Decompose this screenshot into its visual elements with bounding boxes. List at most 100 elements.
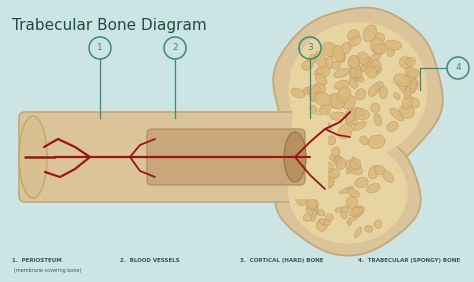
Ellipse shape (353, 164, 361, 171)
Ellipse shape (368, 135, 385, 149)
Ellipse shape (346, 110, 356, 124)
Ellipse shape (327, 169, 340, 178)
Ellipse shape (349, 164, 363, 175)
Ellipse shape (371, 38, 384, 55)
Ellipse shape (331, 61, 340, 69)
Ellipse shape (307, 85, 320, 93)
Ellipse shape (374, 220, 382, 228)
Ellipse shape (346, 166, 352, 174)
Ellipse shape (316, 219, 327, 232)
Ellipse shape (326, 56, 333, 69)
Ellipse shape (301, 60, 313, 70)
Ellipse shape (300, 179, 306, 193)
Ellipse shape (323, 171, 335, 187)
Ellipse shape (349, 78, 357, 88)
Text: 2: 2 (172, 43, 178, 52)
Ellipse shape (348, 56, 360, 69)
Ellipse shape (360, 136, 368, 145)
Ellipse shape (329, 93, 345, 109)
Ellipse shape (338, 51, 345, 63)
Text: 4: 4 (455, 63, 461, 72)
Ellipse shape (363, 25, 376, 42)
Ellipse shape (368, 165, 379, 179)
Ellipse shape (313, 165, 327, 173)
Ellipse shape (327, 136, 336, 145)
Ellipse shape (348, 66, 362, 81)
Ellipse shape (352, 157, 358, 170)
Ellipse shape (374, 82, 384, 90)
Ellipse shape (363, 57, 372, 68)
Ellipse shape (352, 109, 370, 120)
Ellipse shape (317, 210, 325, 216)
Ellipse shape (310, 90, 319, 102)
Ellipse shape (306, 205, 319, 216)
Ellipse shape (367, 54, 381, 63)
Ellipse shape (304, 177, 315, 185)
Ellipse shape (320, 106, 328, 113)
Ellipse shape (318, 121, 331, 133)
Ellipse shape (313, 114, 322, 125)
Ellipse shape (320, 123, 329, 133)
Ellipse shape (405, 57, 415, 67)
Ellipse shape (284, 132, 306, 182)
Ellipse shape (295, 192, 306, 206)
Ellipse shape (350, 159, 361, 169)
Ellipse shape (324, 219, 330, 225)
Ellipse shape (399, 105, 415, 118)
Ellipse shape (315, 51, 327, 68)
Ellipse shape (349, 207, 363, 216)
Ellipse shape (337, 87, 351, 103)
Ellipse shape (374, 166, 385, 175)
Ellipse shape (341, 42, 351, 54)
Ellipse shape (373, 44, 387, 54)
Ellipse shape (305, 172, 312, 182)
Ellipse shape (351, 65, 362, 78)
Text: Trabecular Bone Diagram: Trabecular Bone Diagram (12, 18, 207, 33)
Ellipse shape (313, 83, 326, 94)
Ellipse shape (409, 98, 419, 108)
Ellipse shape (379, 86, 387, 99)
Ellipse shape (372, 59, 382, 74)
Text: 2.  BLOOD VESSELS: 2. BLOOD VESSELS (120, 258, 180, 263)
Ellipse shape (333, 157, 341, 166)
Ellipse shape (355, 227, 362, 238)
Ellipse shape (319, 219, 326, 224)
Ellipse shape (359, 65, 371, 72)
Ellipse shape (363, 58, 374, 70)
Ellipse shape (314, 69, 324, 76)
Ellipse shape (358, 76, 364, 83)
Ellipse shape (387, 121, 398, 132)
Ellipse shape (402, 95, 413, 109)
Ellipse shape (338, 124, 352, 139)
Ellipse shape (291, 88, 305, 98)
Ellipse shape (309, 54, 316, 64)
Ellipse shape (314, 117, 319, 133)
Ellipse shape (384, 40, 402, 50)
Ellipse shape (405, 67, 419, 78)
Text: 3: 3 (307, 43, 313, 52)
Ellipse shape (390, 108, 404, 121)
FancyBboxPatch shape (292, 115, 328, 199)
Ellipse shape (365, 226, 373, 232)
Ellipse shape (355, 69, 362, 78)
Ellipse shape (340, 211, 347, 219)
Ellipse shape (410, 79, 416, 93)
Ellipse shape (373, 65, 380, 72)
Ellipse shape (347, 188, 360, 197)
Polygon shape (273, 8, 443, 172)
Ellipse shape (313, 172, 323, 181)
Ellipse shape (346, 196, 357, 209)
Ellipse shape (336, 158, 346, 170)
Ellipse shape (317, 186, 331, 190)
Ellipse shape (311, 210, 317, 221)
Text: 3.  CORTICAL (HARD) BONE: 3. CORTICAL (HARD) BONE (240, 258, 323, 263)
Ellipse shape (346, 160, 354, 169)
Ellipse shape (356, 89, 366, 100)
Ellipse shape (330, 112, 346, 120)
Polygon shape (289, 23, 427, 157)
Ellipse shape (348, 56, 360, 69)
Text: (membrane covering bone): (membrane covering bone) (14, 268, 82, 273)
Ellipse shape (342, 96, 356, 109)
Ellipse shape (405, 69, 418, 82)
Text: 4.  TRABECULAR (SPONGY) BONE: 4. TRABECULAR (SPONGY) BONE (358, 258, 460, 263)
